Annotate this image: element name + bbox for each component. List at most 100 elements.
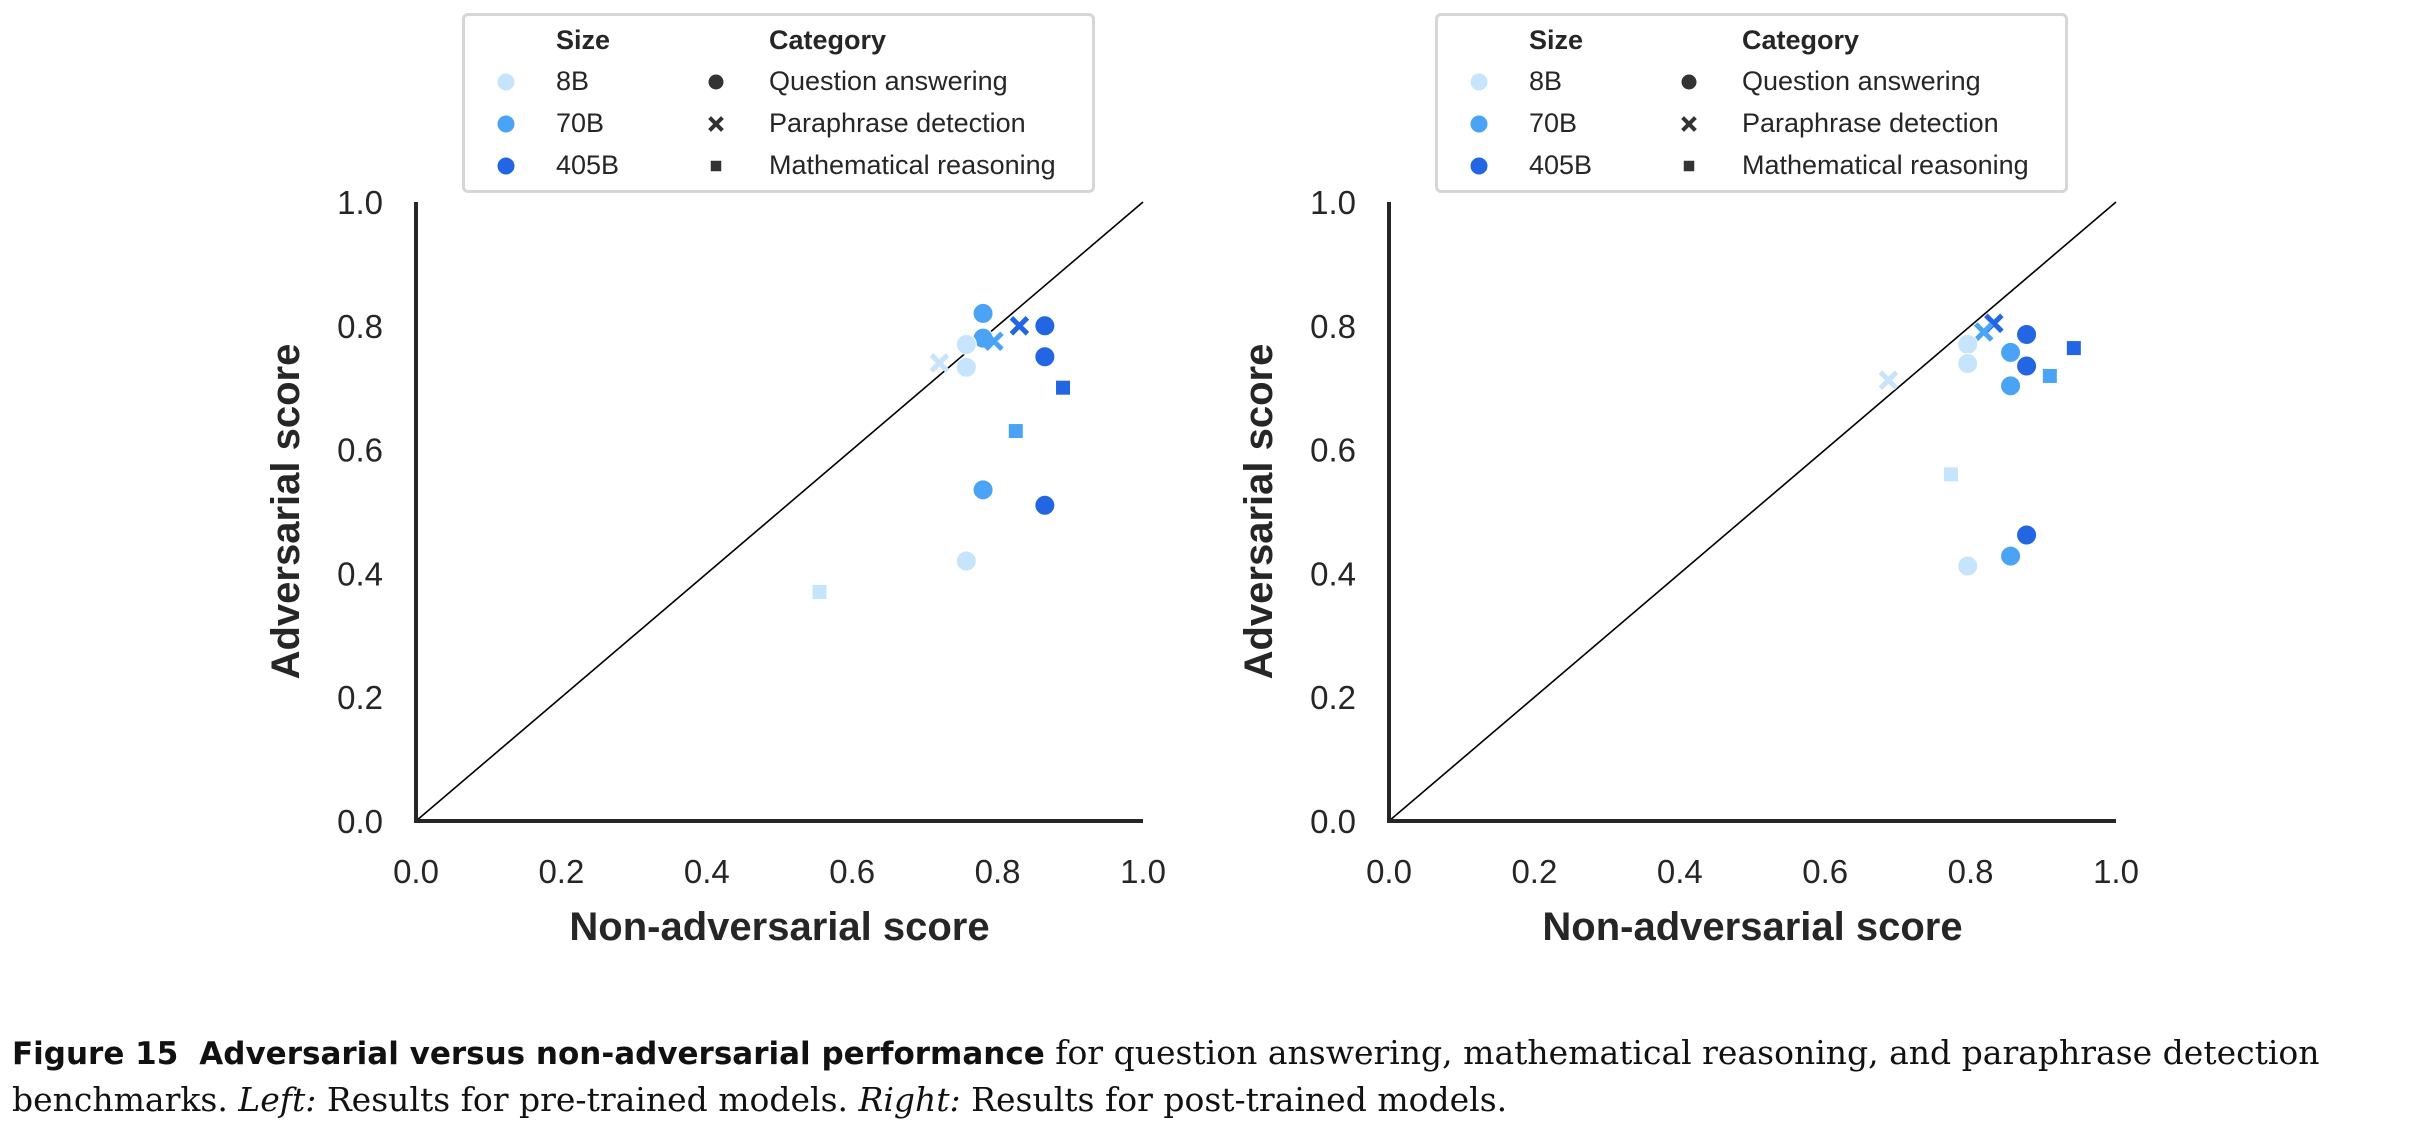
legend-left: Size Category 8B 70B 405B Question answering P… <box>462 13 1095 193</box>
x-tick-label: 0.2 <box>1511 853 1557 890</box>
data-point-70B-x <box>984 331 1004 352</box>
legend-square-marker-icon <box>1683 160 1695 172</box>
data-point-405B-circle <box>1034 315 1056 337</box>
category-marker-icon <box>1681 116 1697 132</box>
data-point-8B-circle <box>955 550 977 572</box>
data-point-405B-square <box>1056 380 1071 395</box>
legend-size-swatch-icon <box>496 72 516 92</box>
legend-size-swatch-icon <box>496 156 516 176</box>
y-tick-label: 0.8 <box>337 308 383 345</box>
legend-size-title: Size <box>556 25 611 55</box>
data-point-8B-square <box>812 584 827 599</box>
category-marker-icon <box>710 160 722 172</box>
data-point-8B-x <box>929 353 950 373</box>
data-point-70B-circle <box>972 479 994 501</box>
x-tick-label: 0.8 <box>975 853 1021 890</box>
circle-marker-icon <box>496 72 516 92</box>
data-point-8B-circle <box>955 333 977 355</box>
y-tick-label: 0.6 <box>337 432 383 469</box>
y-tick-label: 0.4 <box>1310 555 1356 592</box>
circle-marker-icon <box>496 156 516 176</box>
legend-category-label: Paraphrase detection <box>1742 108 1999 138</box>
legend-category-label: Mathematical reasoning <box>1742 150 2029 180</box>
legend-size-label: 8B <box>1529 66 1563 96</box>
legend-category-title: Category <box>1742 25 1860 55</box>
caption-right-text: Results for post-trained models. <box>960 1080 1508 1119</box>
data-point-8B-square <box>1943 467 1958 482</box>
caption-text: for question answering, mathematical rea… <box>12 1033 2320 1119</box>
data-point-405B-circle <box>2016 355 2038 377</box>
y-tick-label: 0.4 <box>337 555 383 592</box>
y-tick-label: 0.2 <box>1310 679 1356 716</box>
x-tick-label: 1.0 <box>1120 853 1166 890</box>
y-axis-label: Adversarial score <box>264 344 308 680</box>
x-tick-label: 1.0 <box>2093 853 2139 890</box>
data-point-70B-square <box>1008 424 1023 439</box>
circle-marker-icon <box>496 114 516 134</box>
legend-size-label: 8B <box>556 66 590 96</box>
circle-marker-icon <box>1469 72 1489 92</box>
circle-marker-icon <box>1469 114 1489 134</box>
x-tick-label: 0.4 <box>684 853 730 890</box>
data-point-405B-circle <box>1034 494 1056 516</box>
legend-x-marker-icon <box>708 116 724 132</box>
legend-category-label: Question answering <box>769 66 1008 96</box>
data-point-70B-circle <box>2000 545 2022 567</box>
scatter-panel-left: 0.0 0.2 0.4 0.6 0.8 1.0 0.0 0.2 0.4 0.6 0.8 1.0 Non-… <box>264 184 1166 949</box>
x-tick-label: 0.8 <box>1948 853 1994 890</box>
data-point-405B-x <box>1009 316 1030 336</box>
legend-category-title: Category <box>769 25 887 55</box>
diagonal-reference-line <box>415 201 1144 822</box>
legend-size-swatch-icon <box>496 114 516 134</box>
legend-size-swatch-icon <box>1469 114 1489 134</box>
y-tick-label: 0.0 <box>337 803 383 840</box>
data-point-8B-x <box>1878 370 1899 391</box>
data-point-405B-circle <box>1034 346 1056 368</box>
data-point-8B-circle <box>1957 555 1979 577</box>
y-tick-label: 0.6 <box>1310 432 1356 469</box>
data-point-70B-circle <box>2000 341 2022 363</box>
diagonal-reference-line <box>1388 201 2117 822</box>
legend-category-label: Mathematical reasoning <box>769 150 1056 180</box>
caption-figure-label: Figure 15 <box>12 1036 179 1072</box>
category-marker-icon <box>1680 73 1698 91</box>
category-marker-icon <box>1683 160 1695 172</box>
category-marker-icon <box>707 73 725 91</box>
caption-left-label: Left: <box>238 1080 317 1119</box>
legend-circle-marker-icon <box>707 73 725 91</box>
y-tick-label: 0.2 <box>337 679 383 716</box>
data-point-8B-circle <box>955 356 977 378</box>
y-tick-label: 1.0 <box>1310 184 1356 221</box>
x-tick-label: 0.6 <box>1802 853 1848 890</box>
legend-category-label: Paraphrase detection <box>769 108 1026 138</box>
y-tick-label: 1.0 <box>337 184 383 221</box>
legend-size-swatch-icon <box>1469 72 1489 92</box>
legend-size-label: 405B <box>1529 150 1593 180</box>
legend-category-label: Question answering <box>1742 66 1981 96</box>
legend-circle-marker-icon <box>1680 73 1698 91</box>
x-tick-label: 0.4 <box>1657 853 1703 890</box>
legend-size-label: 405B <box>556 150 620 180</box>
data-point-8B-circle <box>1957 333 1979 355</box>
data-point-70B-x <box>1973 322 1994 342</box>
figure-caption: Figure 15 Adversarial versus non-adversa… <box>12 1030 2412 1123</box>
scatter-panel-right: 0.0 0.2 0.4 0.6 0.8 1.0 0.0 0.2 0.4 0.6 0.8 1.0 Non-… <box>1237 184 2139 949</box>
legend-size-label: 70B <box>1529 108 1578 138</box>
data-point-70B-square <box>2042 368 2057 383</box>
x-tick-label: 0.0 <box>1366 853 1412 890</box>
x-axis-label: Non-adversarial score <box>1542 905 1962 949</box>
circle-marker-icon <box>1469 156 1489 176</box>
caption-title: Adversarial versus non-adversarial perfo… <box>199 1036 1045 1072</box>
x-tick-label: 0.2 <box>538 853 584 890</box>
legend-square-marker-icon <box>710 160 722 172</box>
x-axis-label: Non-adversarial score <box>569 905 989 949</box>
legend-size-swatch-icon <box>1469 156 1489 176</box>
data-point-70B-circle <box>2000 375 2022 397</box>
legend-size-label: 70B <box>556 108 605 138</box>
y-tick-label: 0.8 <box>1310 308 1356 345</box>
category-marker-icon <box>708 116 724 132</box>
x-tick-label: 0.0 <box>393 853 439 890</box>
data-point-8B-circle <box>1957 353 1979 375</box>
caption-right-label: Right: <box>858 1080 961 1119</box>
caption-left-text: Results for pre-trained models. <box>316 1080 859 1119</box>
